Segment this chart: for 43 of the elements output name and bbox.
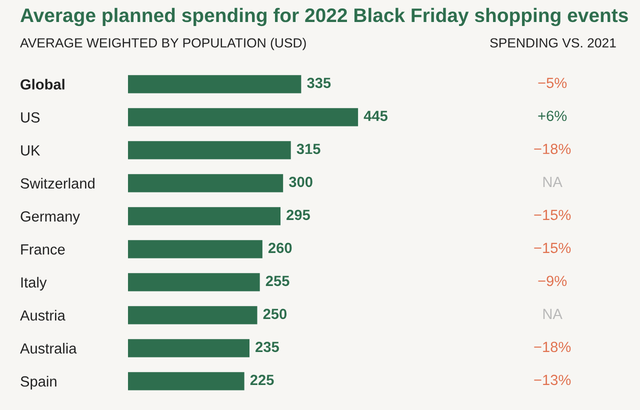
text: −18%	[534, 144, 571, 154]
data-label: 335	[307, 78, 331, 88]
text: NA	[543, 308, 562, 319]
data-label: 295	[286, 210, 310, 220]
bar	[128, 306, 258, 324]
text: +6%	[538, 110, 567, 122]
data-label: 235	[256, 342, 279, 352]
data-label: 260	[268, 242, 292, 254]
y-tick-label: Italy	[21, 276, 47, 290]
chart-subtitle: AVERAGE WEIGHTED BY POPULATION (USD)	[20, 38, 306, 50]
y-tick-label: Germany	[20, 211, 80, 224]
chart-title: Average planned spending for 2022 Black Friday shopping events	[20, 8, 628, 26]
y-tick-label: UK	[21, 145, 40, 156]
bar	[128, 141, 291, 160]
bar	[128, 108, 358, 126]
bar	[128, 240, 262, 258]
y-tick-label: Switzerland	[20, 178, 94, 189]
bar	[128, 207, 280, 226]
data-label: 315	[296, 144, 320, 154]
data-label: 225	[250, 374, 274, 386]
text: −15%	[534, 242, 571, 254]
text: −9%	[538, 276, 567, 286]
text: −18%	[534, 342, 571, 352]
y-tick-label: Spain	[20, 376, 56, 390]
y-tick-label: Austria	[20, 310, 66, 321]
text: NA	[543, 176, 562, 187]
text: SPENDING VS. 2021	[490, 38, 616, 48]
y-tick-label: Global	[20, 78, 64, 90]
bar	[128, 372, 244, 390]
bar	[128, 273, 260, 292]
text: −15%	[534, 210, 571, 220]
text: −13%	[534, 374, 571, 386]
data-label: 445	[364, 110, 388, 122]
y-tick-label: US	[21, 112, 40, 123]
bar	[128, 174, 284, 192]
y-tick-label: France	[21, 244, 65, 255]
text: −5%	[538, 78, 567, 88]
data-label: 255	[266, 276, 290, 286]
bar	[128, 75, 302, 94]
y-tick-label: Australia	[20, 342, 77, 354]
bar	[128, 339, 250, 358]
data-label: 300	[288, 176, 312, 188]
data-label: 250	[263, 308, 287, 320]
